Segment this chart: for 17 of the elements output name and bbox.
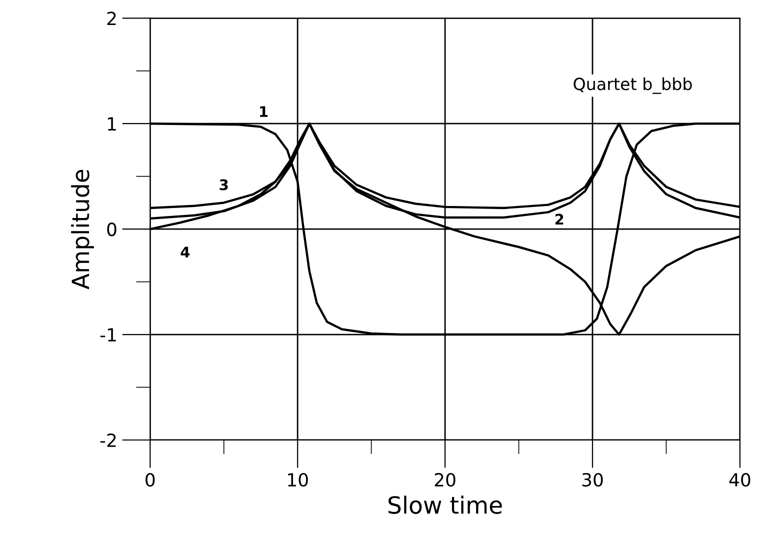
x-tick-label: 0 (146, 472, 155, 487)
y-axis-title: Amplitude (71, 170, 94, 290)
series-label: 1 (260, 106, 268, 117)
x-axis-title: Slow time (388, 496, 502, 514)
x-tick-label: 40 (729, 472, 750, 487)
series-label: 3 (220, 179, 228, 190)
series-label: 4 (180, 246, 190, 258)
y-tick-label: -2 (100, 433, 116, 447)
x-tick-label: 20 (434, 472, 456, 487)
x-tick-label: 10 (288, 472, 308, 487)
y-tick-label: 0 (107, 222, 116, 236)
y-tick-label: 2 (107, 12, 116, 26)
y-tick-label: 1 (108, 117, 116, 130)
series-label: 2 (555, 214, 564, 225)
annotation: Quartet b_bbb (574, 77, 692, 94)
y-tick-label: -1 (100, 328, 116, 342)
x-tick-label: 30 (582, 472, 603, 487)
